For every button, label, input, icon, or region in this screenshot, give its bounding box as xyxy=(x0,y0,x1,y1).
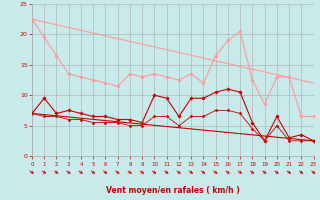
X-axis label: Vent moyen/en rafales ( km/h ): Vent moyen/en rafales ( km/h ) xyxy=(106,186,240,195)
